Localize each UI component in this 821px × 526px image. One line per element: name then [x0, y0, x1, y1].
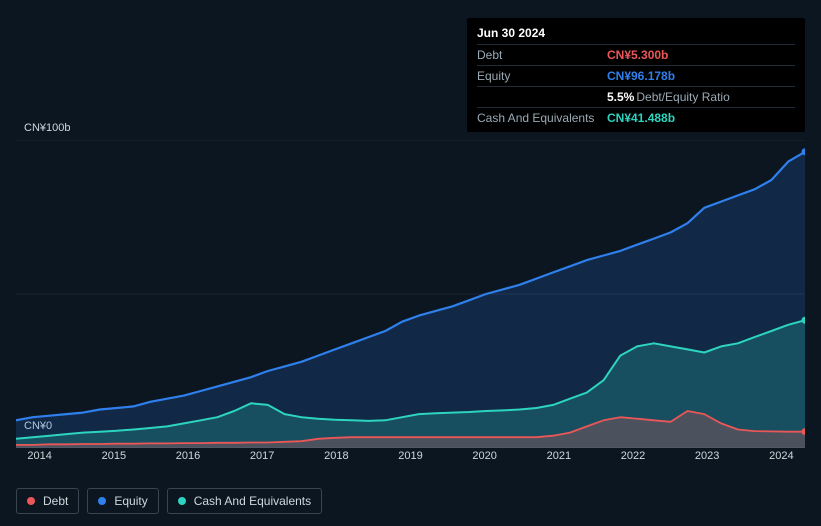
info-row-key: Equity — [477, 69, 607, 83]
legend-label: Cash And Equivalents — [194, 494, 311, 508]
legend-label: Equity — [114, 494, 147, 508]
x-axis-label: 2019 — [398, 450, 422, 462]
area-chart — [16, 140, 805, 448]
chart-area — [16, 140, 805, 448]
x-axis-label: 2018 — [324, 450, 348, 462]
x-axis-label: 2022 — [621, 450, 645, 462]
info-row: 5.5% Debt/Equity Ratio — [477, 86, 795, 107]
info-row-extra: Debt/Equity Ratio — [636, 90, 729, 104]
x-axis: 2014 2015 2016 2017 2018 2019 2020 2021 2022 2023… — [16, 450, 805, 468]
info-row: DebtCN¥5.300b — [477, 44, 795, 65]
info-row: EquityCN¥96.178b — [477, 65, 795, 86]
legend-item-equity[interactable]: Equity — [87, 488, 158, 514]
x-axis-label: 2020 — [472, 450, 496, 462]
legend-dot-icon — [178, 497, 186, 505]
y-axis-label: CN¥100b — [24, 122, 70, 134]
legend-item-cash[interactable]: Cash And Equivalents — [167, 488, 322, 514]
info-row-key — [477, 90, 607, 104]
x-axis-label: 2024 — [769, 450, 793, 462]
info-row-value: 5.5% — [607, 90, 634, 104]
info-row-key: Cash And Equivalents — [477, 111, 607, 125]
x-axis-label: 2021 — [547, 450, 571, 462]
info-date: Jun 30 2024 — [477, 24, 795, 44]
info-row-value: CN¥41.488b — [607, 111, 675, 125]
info-row-value: CN¥96.178b — [607, 69, 675, 83]
legend-dot-icon — [27, 497, 35, 505]
info-panel: Jun 30 2024 DebtCN¥5.300bEquityCN¥96.178… — [467, 18, 805, 132]
x-axis-label: 2023 — [695, 450, 719, 462]
info-row-value: CN¥5.300b — [607, 48, 668, 62]
x-axis-label: 2015 — [102, 450, 126, 462]
x-axis-label: 2016 — [176, 450, 200, 462]
legend-label: Debt — [43, 494, 68, 508]
info-row: Cash And EquivalentsCN¥41.488b — [477, 107, 795, 128]
legend-item-debt[interactable]: Debt — [16, 488, 79, 514]
x-axis-label: 2017 — [250, 450, 274, 462]
legend-dot-icon — [98, 497, 106, 505]
info-row-key: Debt — [477, 48, 607, 62]
legend: Debt Equity Cash And Equivalents — [16, 488, 322, 514]
x-axis-label: 2014 — [27, 450, 51, 462]
